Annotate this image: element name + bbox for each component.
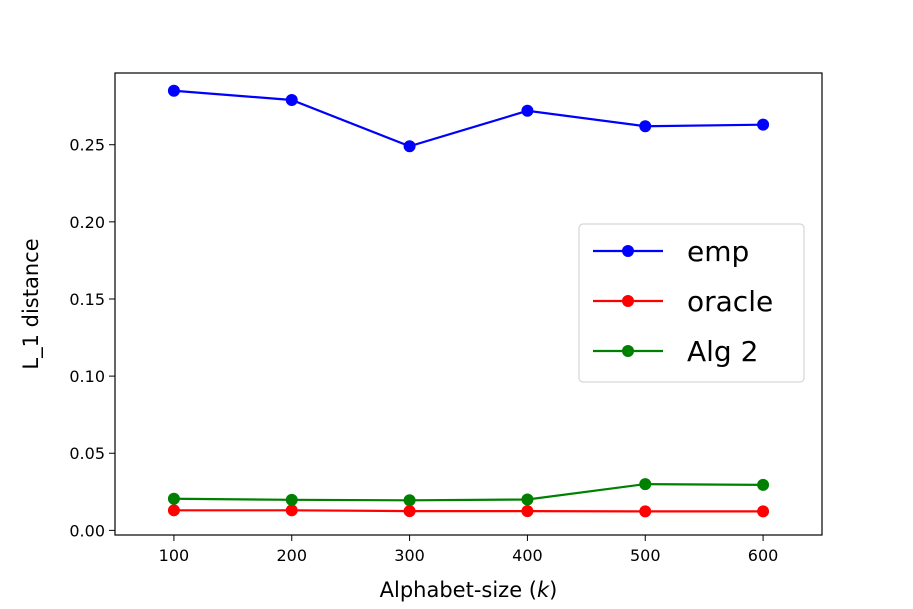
data-point-oracle xyxy=(757,505,770,518)
legend-marker xyxy=(622,245,634,257)
y-tick-label: 0.00 xyxy=(69,521,105,540)
y-tick-label: 0.05 xyxy=(69,444,105,463)
x-axis-label-variable: k xyxy=(537,578,550,602)
series-line-oracle xyxy=(173,509,764,513)
data-point-emp xyxy=(167,84,180,97)
x-tick-label: 400 xyxy=(512,546,543,565)
data-point-alg-2 xyxy=(167,492,180,505)
series-line-emp xyxy=(173,89,764,148)
x-tick-label: 600 xyxy=(748,546,779,565)
data-point-emp xyxy=(285,93,298,106)
legend-marker xyxy=(622,345,634,357)
data-point-emp xyxy=(521,104,534,117)
y-axis-label: L_1 distance xyxy=(19,238,44,369)
data-point-oracle xyxy=(285,504,298,517)
data-point-emp xyxy=(639,120,652,133)
y-tick-label: 0.10 xyxy=(69,367,105,386)
data-point-alg-2 xyxy=(757,478,770,491)
plot-content xyxy=(167,84,770,518)
legend-label: emp xyxy=(687,235,749,268)
data-point-alg-2 xyxy=(403,494,416,507)
x-axis-label-prefix: Alphabet-size ( xyxy=(380,578,537,602)
x-axis-label-suffix: ) xyxy=(549,578,557,602)
x-tick-label: 100 xyxy=(159,546,190,565)
legend: emp oracle Alg 2 xyxy=(578,223,805,383)
data-point-alg-2 xyxy=(285,493,298,506)
x-axis-label: Alphabet-size (k) xyxy=(380,578,558,602)
x-tick-label: 200 xyxy=(276,546,307,565)
data-point-oracle xyxy=(639,505,652,518)
data-point-emp xyxy=(403,140,416,153)
x-tick-label: 300 xyxy=(394,546,425,565)
data-point-oracle xyxy=(403,505,416,518)
data-point-alg-2 xyxy=(521,493,534,506)
data-point-oracle xyxy=(167,504,180,517)
legend-box xyxy=(578,223,805,383)
plot-frame xyxy=(114,72,823,536)
legend-label: oracle xyxy=(687,285,773,318)
data-point-emp xyxy=(757,118,770,131)
x-tick-label: 500 xyxy=(630,546,661,565)
legend-marker xyxy=(622,295,634,307)
series-line-alg-2 xyxy=(173,482,764,502)
y-tick-label: 0.20 xyxy=(69,213,105,232)
legend-label: Alg 2 xyxy=(687,335,758,368)
y-tick-label: 0.25 xyxy=(69,136,105,155)
axis-ticks: 100 200 300 400 500 600 0.00 0.05 0.10 0.15 0.20 0.… xyxy=(69,136,778,565)
data-point-alg-2 xyxy=(639,478,652,491)
y-tick-label: 0.15 xyxy=(69,290,105,309)
data-point-oracle xyxy=(521,505,534,518)
